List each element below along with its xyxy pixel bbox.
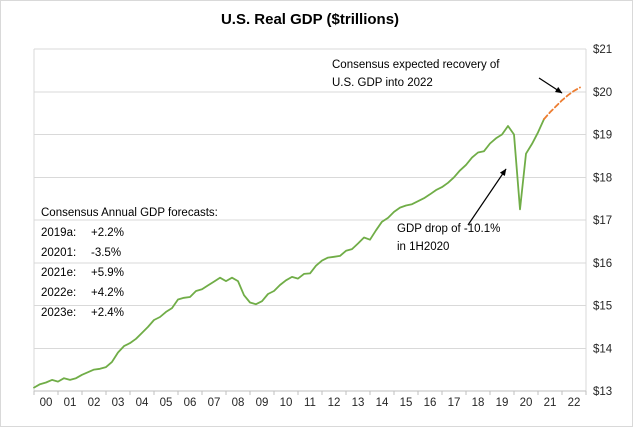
x-axis-label: 21 xyxy=(544,397,557,409)
x-axis-label: 00 xyxy=(40,397,53,409)
axis-labels: $13 $14 $15 $16 $17 $18 $19 $20 $21 00 01 02 03 04 05 0… xyxy=(40,44,613,409)
annotation-drop-line1: GDP drop of -10.1% xyxy=(397,223,501,235)
forecast-heading: Consensus Annual GDP forecasts: xyxy=(41,207,218,219)
x-axis-label: 16 xyxy=(424,397,437,409)
plot-border xyxy=(33,49,587,392)
y-axis-label: $18 xyxy=(593,172,612,184)
x-axis-label: 05 xyxy=(160,397,173,409)
gdp-actual-line xyxy=(33,118,545,389)
x-axis-label: 13 xyxy=(352,397,365,409)
forecast-row-value: +2.4% xyxy=(91,307,124,319)
x-axis-label: 14 xyxy=(376,397,389,409)
annotation-recovery-line1: Consensus expected recovery of xyxy=(332,59,500,71)
recovery-arrow xyxy=(538,77,563,94)
y-axis-label: $15 xyxy=(593,301,612,313)
x-axis-label: 22 xyxy=(568,397,581,409)
x-axis-label: 20 xyxy=(520,397,533,409)
x-axis-label: 08 xyxy=(232,397,245,409)
y-axis-label: $20 xyxy=(593,87,612,99)
forecast-row-label: 2023e: xyxy=(41,307,77,319)
forecast-row: 20201: -3.5% xyxy=(41,243,218,263)
y-axis-label: $19 xyxy=(593,130,612,142)
forecast-row-label: 2022e: xyxy=(41,287,77,299)
x-axis-label: 09 xyxy=(256,397,269,409)
axis-ticks xyxy=(33,391,587,395)
x-axis-label: 19 xyxy=(496,397,509,409)
gdp-drop-arrow xyxy=(467,168,507,226)
annotation-drop: GDP drop of -10.1% in 1H2020 xyxy=(397,220,500,256)
forecast-row-value: +4.2% xyxy=(91,287,124,299)
annotation-recovery-line2: U.S. GDP into 2022 xyxy=(332,77,433,89)
x-axis-label: 07 xyxy=(208,397,221,409)
forecast-block: Consensus Annual GDP forecasts: 2019a: +2… xyxy=(41,203,218,323)
x-axis-label: 04 xyxy=(136,397,149,409)
x-axis-label: 02 xyxy=(88,397,101,409)
forecast-row-label: 20201: xyxy=(41,247,77,259)
y-axis-label: $17 xyxy=(593,215,612,227)
forecast-row: 2021e: +5.9% xyxy=(41,263,218,283)
forecast-row-label: 2021e: xyxy=(41,267,77,279)
data-series xyxy=(33,86,581,389)
x-axis-label: 06 xyxy=(184,397,197,409)
x-axis-label: 18 xyxy=(472,397,485,409)
y-axis-label: $21 xyxy=(593,44,612,56)
x-axis-label: 10 xyxy=(280,397,293,409)
x-axis-label: 17 xyxy=(448,397,461,409)
x-axis-label: 15 xyxy=(400,397,413,409)
gdp-forecast-line xyxy=(543,86,581,120)
chart-title: U.S. Real GDP ($trillions) xyxy=(220,11,400,28)
forecast-row-value: -3.5% xyxy=(91,247,122,259)
y-axis-label: $14 xyxy=(593,343,613,355)
forecast-row: 2023e: +2.4% xyxy=(41,303,218,323)
annotation-arrows xyxy=(467,77,563,226)
forecast-rows: 2019a: +2.2% 20201: -3.5% 2021e: +5.9% 2022e: +… xyxy=(41,223,218,323)
forecast-row-value: +2.2% xyxy=(91,227,124,239)
y-axis-label: $16 xyxy=(593,258,612,270)
x-axis-label: 11 xyxy=(304,397,316,409)
annotation-recovery: Consensus expected recovery of U.S. GDP … xyxy=(332,56,499,92)
x-axis-label: 03 xyxy=(112,397,125,409)
forecast-row-value: +5.9% xyxy=(91,267,124,279)
x-axis-label: 01 xyxy=(64,397,77,409)
forecast-row: 2019a: +2.2% xyxy=(41,223,218,243)
gridlines xyxy=(34,48,586,349)
forecast-row-label: 2019a: xyxy=(41,227,77,239)
annotation-drop-line2: in 1H2020 xyxy=(397,241,450,253)
y-axis-label: $13 xyxy=(593,386,612,398)
forecast-row: 2022e: +4.2% xyxy=(41,283,218,303)
x-axis-label: 12 xyxy=(328,397,341,409)
